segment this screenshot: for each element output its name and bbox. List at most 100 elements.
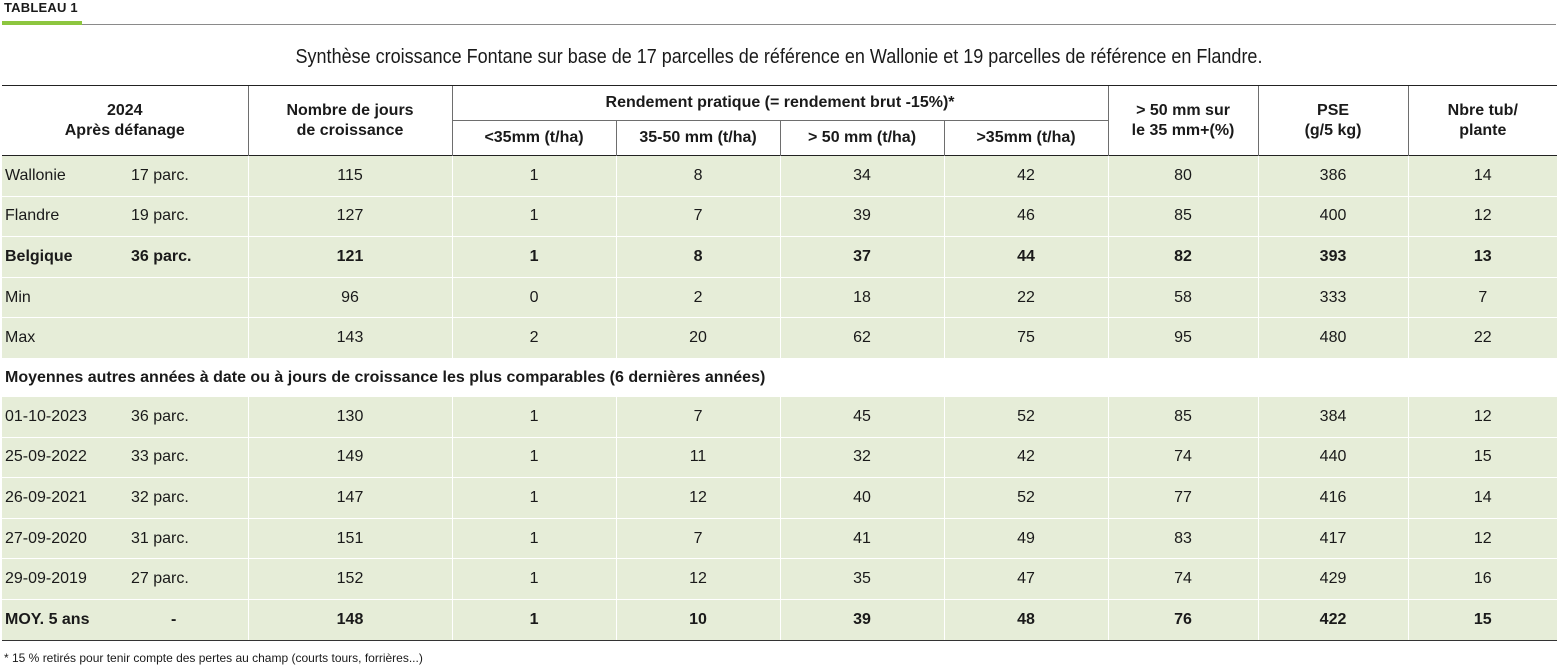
table-row-2021: 26-09-2021 32 parc. 147 1 12 40 52 77 41… xyxy=(2,477,1558,519)
header-pse: PSE (g/5 kg) xyxy=(1257,85,1409,156)
cell-days: 96 xyxy=(247,277,453,319)
cell-gt50: 45 xyxy=(779,396,945,438)
cell-lt35: 1 xyxy=(451,437,617,479)
table-row-2019: 29-09-2019 27 parc. 152 1 12 35 47 74 42… xyxy=(2,558,1558,600)
results-table: 2024 Après défanage Nombre de jours de c… xyxy=(2,85,1558,641)
cell-lt35: 1 xyxy=(451,236,617,278)
cell-days: 148 xyxy=(247,599,453,641)
header-yield-group: Rendement pratique (= rendement brut -15… xyxy=(451,85,1109,121)
header-tubers-line1: Nbre tub/ xyxy=(1447,101,1518,119)
cell-tubers: 22 xyxy=(1407,317,1558,359)
header-tubers: Nbre tub/ plante xyxy=(1407,85,1558,156)
cell-ratio: 77 xyxy=(1107,477,1259,519)
cell-gt35: 52 xyxy=(943,396,1109,438)
cell-tubers: 15 xyxy=(1407,437,1558,479)
cell-35-50: 7 xyxy=(615,396,781,438)
cell-35-50: 12 xyxy=(615,558,781,600)
cell-parcels xyxy=(111,277,249,319)
cell-gt50: 62 xyxy=(779,317,945,359)
cell-parcels: - xyxy=(111,599,249,641)
cell-date: 25-09-2022 xyxy=(2,437,111,479)
header-days: Nombre de jours de croissance xyxy=(247,85,453,156)
cell-lt35: 1 xyxy=(451,518,617,560)
table-row-flandre: Flandre 19 parc. 127 1 7 39 46 85 400 12 xyxy=(2,196,1558,238)
cell-parcels: 19 parc. xyxy=(111,196,249,238)
header-region-label: Après défanage xyxy=(64,121,185,139)
header-days-line2: de croissance xyxy=(296,121,404,139)
cell-35-50: 8 xyxy=(615,155,781,197)
cell-tubers: 14 xyxy=(1407,477,1558,519)
cell-lt35: 0 xyxy=(451,277,617,319)
tag-underline xyxy=(2,21,82,25)
cell-tubers: 12 xyxy=(1407,518,1558,560)
header-region-year: 2024 xyxy=(106,101,143,119)
cell-parcels: 32 parc. xyxy=(111,477,249,519)
cell-35-50: 10 xyxy=(615,599,781,641)
cell-days: 147 xyxy=(247,477,453,519)
cell-ratio: 82 xyxy=(1107,236,1259,278)
cell-ratio: 80 xyxy=(1107,155,1259,197)
cell-parcels: 17 parc. xyxy=(111,155,249,197)
cell-region: Belgique xyxy=(2,236,111,278)
cell-date: MOY. 5 ans xyxy=(2,599,111,641)
cell-date: 26-09-2021 xyxy=(2,477,111,519)
cell-pse: 393 xyxy=(1257,236,1409,278)
cell-lt35: 1 xyxy=(451,558,617,600)
cell-days: 143 xyxy=(247,317,453,359)
cell-pse: 416 xyxy=(1257,477,1409,519)
cell-ratio: 85 xyxy=(1107,196,1259,238)
cell-pse: 386 xyxy=(1257,155,1409,197)
cell-35-50: 2 xyxy=(615,277,781,319)
cell-gt50: 18 xyxy=(779,277,945,319)
cell-pse: 400 xyxy=(1257,196,1409,238)
table-row-min: Min 96 0 2 18 22 58 333 7 xyxy=(2,277,1558,319)
cell-gt35: 49 xyxy=(943,518,1109,560)
cell-parcels: 27 parc. xyxy=(111,558,249,600)
table-caption: Synthèse croissance Fontane sur base de … xyxy=(295,46,1263,68)
cell-ratio: 83 xyxy=(1107,518,1259,560)
cell-region: Min xyxy=(2,277,111,319)
cell-tubers: 12 xyxy=(1407,396,1558,438)
cell-gt35: 42 xyxy=(943,155,1109,197)
cell-pse: 417 xyxy=(1257,518,1409,560)
cell-gt35: 47 xyxy=(943,558,1109,600)
cell-lt35: 1 xyxy=(451,196,617,238)
cell-parcels: 36 parc. xyxy=(111,236,249,278)
header-pse-line1: PSE xyxy=(1317,101,1350,119)
cell-gt50: 39 xyxy=(779,599,945,641)
cell-gt35: 46 xyxy=(943,196,1109,238)
cell-pse: 440 xyxy=(1257,437,1409,479)
table-row-2023: 01-10-2023 36 parc. 130 1 7 45 52 85 384… xyxy=(2,396,1558,438)
cell-pse: 384 xyxy=(1257,396,1409,438)
cell-35-50: 11 xyxy=(615,437,781,479)
section-title: Moyennes autres années à date ou à jours… xyxy=(2,358,1558,397)
cell-days: 115 xyxy=(247,155,453,197)
cell-ratio: 74 xyxy=(1107,558,1259,600)
header-yield-gt50: > 50 mm (t/ha) xyxy=(779,120,945,156)
cell-tubers: 15 xyxy=(1407,599,1558,641)
cell-parcels xyxy=(111,317,249,359)
cell-ratio: 76 xyxy=(1107,599,1259,641)
cell-parcels: 31 parc. xyxy=(111,518,249,560)
table-row-2020: 27-09-2020 31 parc. 151 1 7 41 49 83 417… xyxy=(2,518,1558,560)
cell-region: Wallonie xyxy=(2,155,111,197)
cell-35-50: 7 xyxy=(615,518,781,560)
table-row-belgique: Belgique 36 parc. 121 1 8 37 44 82 393 1… xyxy=(2,236,1558,278)
table-row-2022: 25-09-2022 33 parc. 149 1 11 32 42 74 44… xyxy=(2,437,1558,479)
table-row-wallonie: Wallonie 17 parc. 115 1 8 34 42 80 386 1… xyxy=(2,155,1558,197)
header-ratio: > 50 mm sur le 35 mm+(%) xyxy=(1107,85,1259,156)
cell-tubers: 7 xyxy=(1407,277,1558,319)
footnote: * 15 % retirés pour tenir compte des per… xyxy=(4,651,423,665)
cell-gt50: 37 xyxy=(779,236,945,278)
cell-35-50: 8 xyxy=(615,236,781,278)
cell-ratio: 85 xyxy=(1107,396,1259,438)
cell-tubers: 16 xyxy=(1407,558,1558,600)
cell-parcels: 33 parc. xyxy=(111,437,249,479)
cell-days: 152 xyxy=(247,558,453,600)
header-ratio-line1: > 50 mm sur xyxy=(1136,101,1230,119)
cell-gt35: 75 xyxy=(943,317,1109,359)
cell-ratio: 95 xyxy=(1107,317,1259,359)
cell-days: 127 xyxy=(247,196,453,238)
header-yield-35-50: 35-50 mm (t/ha) xyxy=(615,120,781,156)
cell-35-50: 20 xyxy=(615,317,781,359)
